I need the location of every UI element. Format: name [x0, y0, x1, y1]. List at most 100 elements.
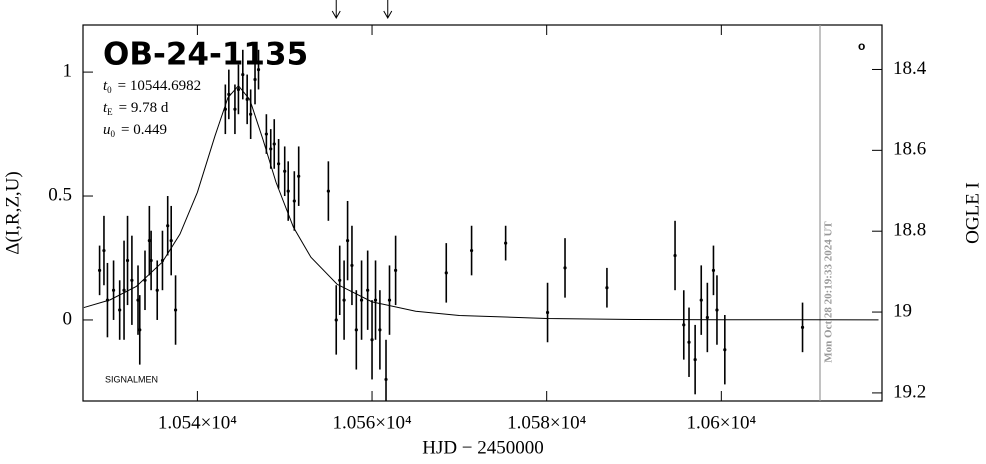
data-point — [272, 142, 276, 146]
parameter-value: = 10544.6982 — [118, 78, 201, 94]
parameter: tE = 9.78 d — [103, 100, 169, 117]
parameter-subscript: 0 — [107, 85, 112, 95]
data-point — [359, 298, 364, 302]
data-point — [345, 239, 350, 243]
data-point — [253, 77, 257, 82]
y-tick-label: 0.5 — [48, 184, 72, 205]
data-point — [147, 239, 151, 243]
parameter: t0 = 10544.6982 — [103, 78, 201, 95]
data-point — [693, 358, 697, 362]
data-point — [545, 310, 550, 315]
y2-tick-label: 18.4 — [893, 58, 927, 79]
data-point — [155, 288, 159, 292]
data-point — [711, 268, 716, 272]
data-point — [504, 241, 508, 245]
data-point — [277, 162, 281, 166]
y-tick-label: 1 — [63, 60, 73, 81]
parameter-value: = 0.449 — [121, 122, 167, 138]
y2-axis-title: OGLE I — [962, 182, 983, 244]
data-point — [384, 377, 388, 382]
data-point — [469, 248, 474, 253]
data-point — [118, 308, 122, 312]
data-point — [125, 258, 130, 263]
data-point — [264, 132, 268, 136]
y2-tick-label: 18.6 — [893, 139, 926, 160]
parameter-subscript: E — [107, 107, 113, 117]
data-point — [166, 224, 170, 228]
y2-tick-label: 19.2 — [893, 381, 926, 402]
data-point — [378, 328, 382, 332]
model-curve — [83, 84, 879, 321]
data-point — [394, 268, 398, 272]
data-point — [563, 266, 567, 270]
parameter-symbol: t — [103, 78, 108, 94]
y2-tick-label: 18.8 — [893, 220, 926, 241]
data-point — [699, 298, 703, 302]
signature: SIGNALMEN — [105, 374, 158, 384]
data-point — [269, 147, 273, 151]
x-tick-label: 1.06×10⁴ — [687, 412, 757, 433]
data-point — [673, 253, 677, 258]
data-point — [682, 323, 686, 327]
x-tick-label: 1.056×10⁴ — [332, 412, 411, 433]
data-point — [169, 239, 173, 243]
data-point — [354, 328, 358, 332]
date-label: Mon Oct 28 20:19:33 2024 UT — [823, 221, 835, 363]
parameter-value: = 9.78 d — [119, 100, 169, 116]
data-point — [366, 288, 370, 292]
data-point — [111, 288, 116, 292]
data-point — [283, 169, 287, 173]
data-point — [245, 97, 249, 101]
data-point — [173, 308, 178, 312]
plot-area — [83, 49, 879, 401]
data-point — [249, 112, 253, 116]
data-point — [387, 298, 392, 302]
data-point — [138, 328, 142, 332]
parameter-symbol: u — [103, 122, 111, 138]
x-axis-title: HJD − 2450000 — [422, 437, 544, 458]
parameter: u0 = 0.449 — [103, 122, 167, 139]
data-point — [373, 298, 378, 302]
data-point — [130, 278, 134, 282]
data-point — [241, 72, 245, 77]
data-point — [149, 258, 153, 263]
data-point — [334, 318, 338, 322]
parameter-symbol: t — [103, 100, 108, 116]
data-point — [687, 340, 691, 344]
data-point — [350, 263, 354, 268]
data-point — [102, 248, 106, 253]
y-tick-label: 0 — [63, 308, 73, 329]
data-point — [143, 278, 147, 282]
data-point — [97, 268, 102, 272]
data-point — [370, 338, 374, 342]
data-point — [160, 258, 165, 263]
data-point — [256, 68, 261, 72]
data-point — [444, 271, 448, 275]
x-tick-label: 1.054×10⁴ — [158, 412, 237, 433]
data-point — [233, 107, 237, 111]
data-point — [236, 87, 241, 92]
plot-frame — [82, 24, 883, 402]
data-point — [122, 288, 126, 292]
data-point — [326, 189, 330, 193]
corner-mark: o — [858, 39, 865, 53]
data-point — [223, 107, 227, 111]
y2-tick-label: 19 — [893, 300, 912, 321]
data-point — [723, 348, 727, 352]
x-tick-label: 1.058×10⁴ — [507, 412, 586, 433]
y-axis-title: Δ(I,R,Z,U) — [2, 171, 23, 254]
parameter-subscript: 0 — [111, 129, 116, 139]
data-point — [105, 298, 110, 302]
data-point — [136, 298, 140, 302]
data-point — [286, 189, 290, 193]
data-point — [227, 92, 231, 97]
data-point — [338, 278, 342, 282]
event-arrow — [331, 0, 341, 20]
event-arrow — [383, 0, 393, 20]
data-point — [800, 325, 805, 329]
data-point — [605, 286, 609, 290]
data-point — [297, 174, 301, 178]
data-point — [705, 315, 709, 320]
